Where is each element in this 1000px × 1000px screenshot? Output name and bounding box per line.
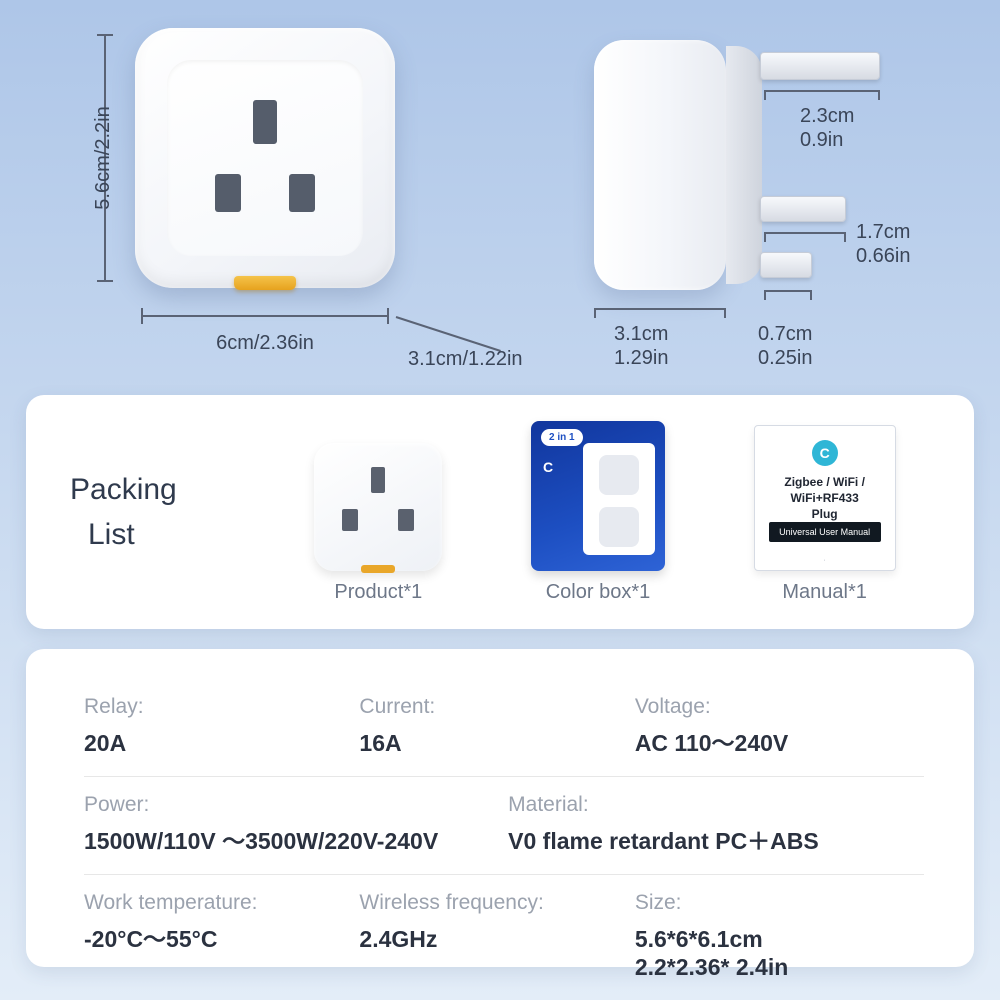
manual-footer: · [755, 557, 895, 564]
width-bracket [135, 308, 395, 324]
manual-icon: C Zigbee / WiFi /WiFi+RF433Plug Universa… [754, 425, 896, 571]
spec-voltage: Voltage: AC 110～240V [635, 695, 924, 758]
spec-label-power: Power: [84, 793, 508, 817]
spec-current: Current: 16A [359, 695, 634, 758]
packing-title-line2: List [88, 512, 270, 557]
spec-value-current: 16A [359, 729, 634, 758]
manual-bar: Universal User Manual [769, 522, 881, 542]
pack-caption-product: Product*1 [314, 581, 442, 604]
prong-short-cm: 0.7cm [758, 322, 812, 346]
depth-label: 3.1cm/1.22in [408, 348, 523, 371]
spec-temp: Work temperature: -20°C～55°C [84, 891, 359, 983]
spec-freq: Wireless frequency: 2.4GHz [359, 891, 634, 983]
spec-label-freq: Wireless frequency: [359, 891, 634, 915]
prong-short-in: 0.25in [758, 346, 813, 370]
mini-plug-icon [314, 443, 442, 571]
depth-arrow [396, 316, 501, 352]
spec-value-material: V0 flame retardant PC＋ABS [508, 827, 924, 856]
spec-row-2: Power: 1500W/110V ～3500W/220V-240V Mater… [84, 777, 924, 875]
prong-long-cm: 2.3cm [800, 104, 854, 128]
height-label: 5.6cm/2.2in [92, 106, 115, 209]
box-badge: 2 in 1 [541, 429, 583, 446]
spec-label-size: Size: [635, 891, 924, 915]
spec-row-3: Work temperature: -20°C～55°C Wireless fr… [84, 875, 924, 1000]
color-box-icon: 2 in 1 C [531, 421, 665, 571]
spec-row-1: Relay: 20A Current: 16A Voltage: AC 110～… [84, 679, 924, 777]
pack-item-box: 2 in 1 C Color box*1 [531, 421, 665, 604]
packing-title-line1: Packing [70, 467, 270, 512]
spec-label-material: Material: [508, 793, 924, 817]
status-led [234, 276, 296, 290]
prong-mid-cm: 1.7cm [856, 220, 910, 244]
spec-label-current: Current: [359, 695, 634, 719]
plug-side-back [726, 46, 762, 284]
specs-card: Relay: 20A Current: 16A Voltage: AC 110～… [26, 649, 974, 967]
pack-caption-manual: Manual*1 [754, 581, 896, 604]
plug-front-image [135, 28, 395, 288]
prong-neutral [760, 252, 812, 278]
spec-value-voltage: AC 110～240V [635, 729, 924, 758]
plug-face [167, 60, 363, 256]
socket-slot-live [215, 174, 241, 212]
side-depth-cm: 3.1cm [614, 322, 668, 346]
spec-value-temp: -20°C～55°C [84, 925, 359, 954]
pack-item-product: Product*1 [314, 443, 442, 604]
spec-label-temp: Work temperature: [84, 891, 359, 915]
spec-label-voltage: Voltage: [635, 695, 924, 719]
packing-list-card: Packing List Product*1 2 in 1 C Color bo… [26, 395, 974, 629]
side-depth-in: 1.29in [614, 346, 669, 370]
pack-item-manual: C Zigbee / WiFi /WiFi+RF433Plug Universa… [754, 425, 896, 604]
prong-long-in: 0.9in [800, 128, 843, 152]
manual-title: Zigbee / WiFi /WiFi+RF433Plug [755, 474, 895, 523]
spec-value-power: 1500W/110V ～3500W/220V-240V [84, 827, 508, 856]
box-logo: C [543, 459, 553, 475]
packing-items: Product*1 2 in 1 C Color box*1 C Zigbee … [270, 421, 940, 604]
spec-value-relay: 20A [84, 729, 359, 758]
prong-earth [760, 52, 880, 80]
plug-side-image [594, 40, 726, 290]
pack-caption-box: Color box*1 [531, 581, 665, 604]
socket-slot-neutral [289, 174, 315, 212]
spec-label-relay: Relay: [84, 695, 359, 719]
spec-power: Power: 1500W/110V ～3500W/220V-240V [84, 793, 508, 856]
spec-value-size: 5.6*6*6.1cm 2.2*2.36* 2.4in [635, 925, 924, 983]
spec-size: Size: 5.6*6*6.1cm 2.2*2.36* 2.4in [635, 891, 924, 983]
packing-list-title: Packing List [70, 467, 270, 557]
dimension-diagram: 5.6cm/2.2in 6cm/2.36in 3.1cm/1.22in 3.1c… [0, 0, 1000, 395]
spec-material: Material: V0 flame retardant PC＋ABS [508, 793, 924, 856]
spec-value-freq: 2.4GHz [359, 925, 634, 954]
socket-slot-earth [253, 100, 277, 144]
spec-relay: Relay: 20A [84, 695, 359, 758]
width-label: 6cm/2.36in [216, 332, 314, 355]
prong-mid-in: 0.66in [856, 244, 911, 268]
manual-logo-icon: C [812, 440, 838, 466]
prong-live [760, 196, 846, 222]
